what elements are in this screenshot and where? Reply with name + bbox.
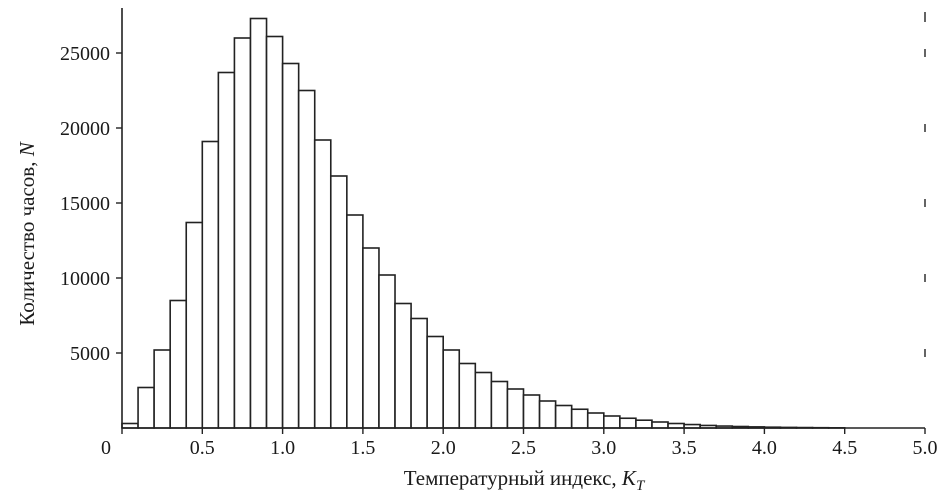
x-tick-label: 2.0 <box>431 437 456 459</box>
x-tick-label: 5.0 <box>913 437 938 459</box>
histogram-bar <box>570 408 589 429</box>
x-axis-ticks: 0 0.5 1.0 1.5 2.0 2.5 3.0 3.5 4.0 4.5 5.0 <box>101 428 938 459</box>
histogram-bar <box>281 62 300 429</box>
x-axis-label: Температурный индекс, KT <box>404 466 646 494</box>
x-tick-label: 3.5 <box>672 437 697 459</box>
histogram-bar <box>346 214 364 429</box>
y-tick-label: 20000 <box>60 118 110 140</box>
histogram-bar <box>137 386 155 429</box>
histogram-bar <box>602 415 621 429</box>
x-tick-label: 2.5 <box>511 437 536 459</box>
x-tick-label: 4.0 <box>752 437 777 459</box>
histogram-bar <box>474 371 493 429</box>
histogram-bar <box>506 388 525 429</box>
histogram-bar <box>217 71 236 429</box>
histogram-bar <box>265 35 284 429</box>
histogram-bar <box>635 419 653 429</box>
histogram-bar <box>153 349 171 429</box>
histogram-bar <box>329 175 348 429</box>
y-axis-label: Количество часов, N <box>15 141 39 325</box>
x-tick-label: 0 <box>101 437 111 459</box>
histogram-bar <box>619 417 637 429</box>
x-tick-label: 1.5 <box>350 437 375 459</box>
y-tick-label: 15000 <box>60 193 110 215</box>
histogram-bar <box>458 362 477 429</box>
histogram-bar <box>169 299 188 429</box>
histogram-bar <box>410 317 428 429</box>
x-tick-label: 0.5 <box>190 437 215 459</box>
y-axis-ticks: 5000 10000 15000 20000 25000 <box>60 12 926 365</box>
histogram-bar <box>522 394 541 429</box>
histogram-bar <box>490 380 509 429</box>
histogram-bar <box>362 247 380 429</box>
histogram-bar <box>233 37 252 429</box>
histogram-bar <box>426 335 445 429</box>
histogram-bar <box>297 89 316 429</box>
y-tick-label: 25000 <box>60 43 110 65</box>
x-axis-label-subscript: T <box>636 478 646 494</box>
x-axis-label-text: Температурный индекс, <box>404 466 622 490</box>
y-axis-label-text: Количество часов, <box>15 156 39 325</box>
x-tick-label: 1.0 <box>270 437 295 459</box>
histogram-bar <box>651 421 669 429</box>
histogram-bar <box>249 17 268 429</box>
histogram-bar <box>394 302 412 429</box>
histogram-bar <box>442 349 461 429</box>
histogram-bar <box>201 140 220 429</box>
x-axis-label-variable: K <box>621 466 637 490</box>
histogram-bar <box>586 412 605 429</box>
histogram-bars <box>121 17 846 429</box>
histogram-bar <box>538 400 557 429</box>
x-tick-label: 3.0 <box>591 437 616 459</box>
x-tick-label: 4.5 <box>832 437 857 459</box>
histogram-bar <box>554 404 573 429</box>
y-axis-label-variable: N <box>15 141 39 157</box>
histogram-bar <box>378 274 396 429</box>
histogram-bar <box>313 139 332 429</box>
y-tick-label: 10000 <box>60 268 110 290</box>
y-tick-label: 5000 <box>70 343 110 365</box>
histogram-bar <box>185 221 204 429</box>
